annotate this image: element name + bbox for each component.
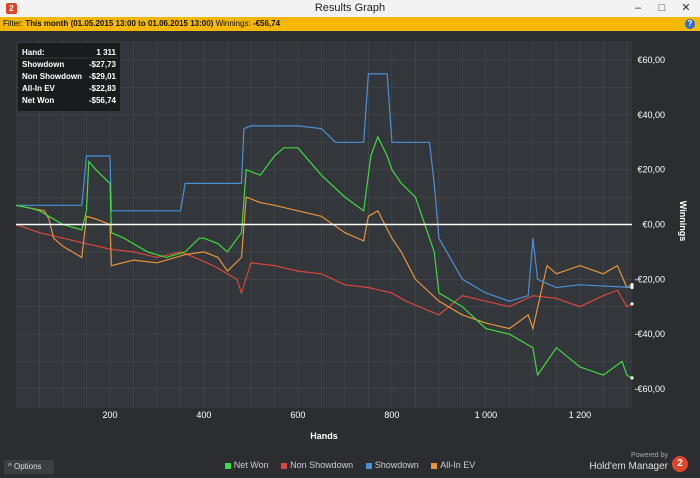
maximize-button[interactable]: □ [658, 2, 666, 14]
x-tick-label: 1 000 [475, 410, 498, 420]
stat-value: -$27,73 [89, 60, 117, 69]
y-tick-label: €40,00 [637, 110, 665, 120]
minimize-button[interactable]: – [634, 2, 642, 14]
series-end-marker [630, 283, 634, 287]
stats-box: Hand: 1 311 Showdown -$27,73 Non Showdown -$2… [18, 43, 120, 111]
y-tick-label: -€20,00 [634, 274, 665, 284]
title-bar: 2 Results Graph – □ ✕ [0, 0, 700, 18]
powered-by-text: Powered by [631, 452, 668, 459]
results-chart: €60,00 €40,00 €20,00 €0,00 -€20,00 -€40,00 -€6… [15, 41, 688, 441]
series-line-non-showdown [15, 223, 633, 316]
y-tick-label: -€40,00 [634, 329, 665, 339]
x-tick-label: 600 [290, 410, 305, 420]
x-tick-label: 200 [102, 410, 117, 420]
series-line-net-won [15, 135, 633, 379]
x-tick-label: 1 200 [569, 410, 592, 420]
y-tick-label: €20,00 [637, 165, 665, 175]
stat-label: Non Showdown [22, 72, 82, 81]
grid [16, 41, 632, 408]
series-end-marker [630, 376, 634, 380]
brand-name: Hold'em Manager [589, 461, 668, 472]
x-tick-label: 800 [384, 410, 399, 420]
y-tick-label: €0,00 [642, 220, 665, 230]
stats-background [18, 43, 120, 111]
legend-label: Showdown [374, 460, 419, 470]
legend-swatch [224, 462, 231, 469]
stat-label: Showdown [22, 60, 64, 69]
winnings-value: -€56,74 [252, 19, 281, 28]
legend-label: Net Won [233, 460, 269, 470]
close-button[interactable]: ✕ [681, 2, 691, 14]
y-tick-label: €60,00 [637, 55, 665, 65]
series-line-all-in-ev [15, 196, 633, 331]
legend-all-in-ev[interactable]: All-In EV [431, 460, 475, 470]
winnings-label: Winnings: [215, 19, 251, 28]
stat-value: -$29,01 [89, 72, 117, 81]
series-lines [15, 73, 634, 380]
window-title: Results Graph [314, 2, 386, 14]
axis-ticks: €60,00 €40,00 €20,00 €0,00 -€20,00 -€40,00 -€6… [102, 55, 665, 420]
y-axis-label: Winnings [678, 201, 688, 241]
filter-label: Filter: [3, 19, 23, 28]
stat-label: Hand: [22, 48, 45, 57]
y-tick-label: -€60,00 [634, 384, 665, 394]
x-tick-label: 400 [196, 410, 211, 420]
app-icon: 2 [6, 3, 17, 14]
filter-value: This month (01.05.2015 13:00 to 01.06.20… [25, 19, 214, 28]
options-button[interactable]: ^ Options [4, 460, 54, 474]
stat-label: All-In EV [22, 84, 56, 93]
legend-label: Non Showdown [290, 460, 354, 470]
stat-value: -$56,74 [89, 96, 117, 105]
legend: Net Won Non Showdown Showdown All-In EV [0, 460, 700, 470]
help-icon[interactable]: ? [685, 19, 695, 29]
legend-swatch [431, 462, 438, 469]
x-axis-label: Hands [310, 431, 338, 441]
legend-showdown[interactable]: Showdown [365, 460, 419, 470]
series-end-marker [630, 302, 634, 306]
series-end-marker [630, 285, 634, 290]
stat-value: 1 311 [96, 48, 116, 57]
holdem-manager-logo-icon: 2 [672, 456, 688, 472]
legend-non-showdown[interactable]: Non Showdown [281, 460, 353, 470]
legend-swatch [365, 462, 372, 469]
stat-label: Net Won [22, 96, 54, 105]
legend-net-won[interactable]: Net Won [224, 460, 269, 470]
legend-label: All-In EV [440, 460, 476, 470]
legend-swatch [281, 462, 288, 469]
stat-value: -$22,83 [89, 84, 117, 93]
series-line-showdown [16, 73, 633, 302]
filter-bar: Filter: This month (01.05.2015 13:00 to … [0, 17, 700, 31]
